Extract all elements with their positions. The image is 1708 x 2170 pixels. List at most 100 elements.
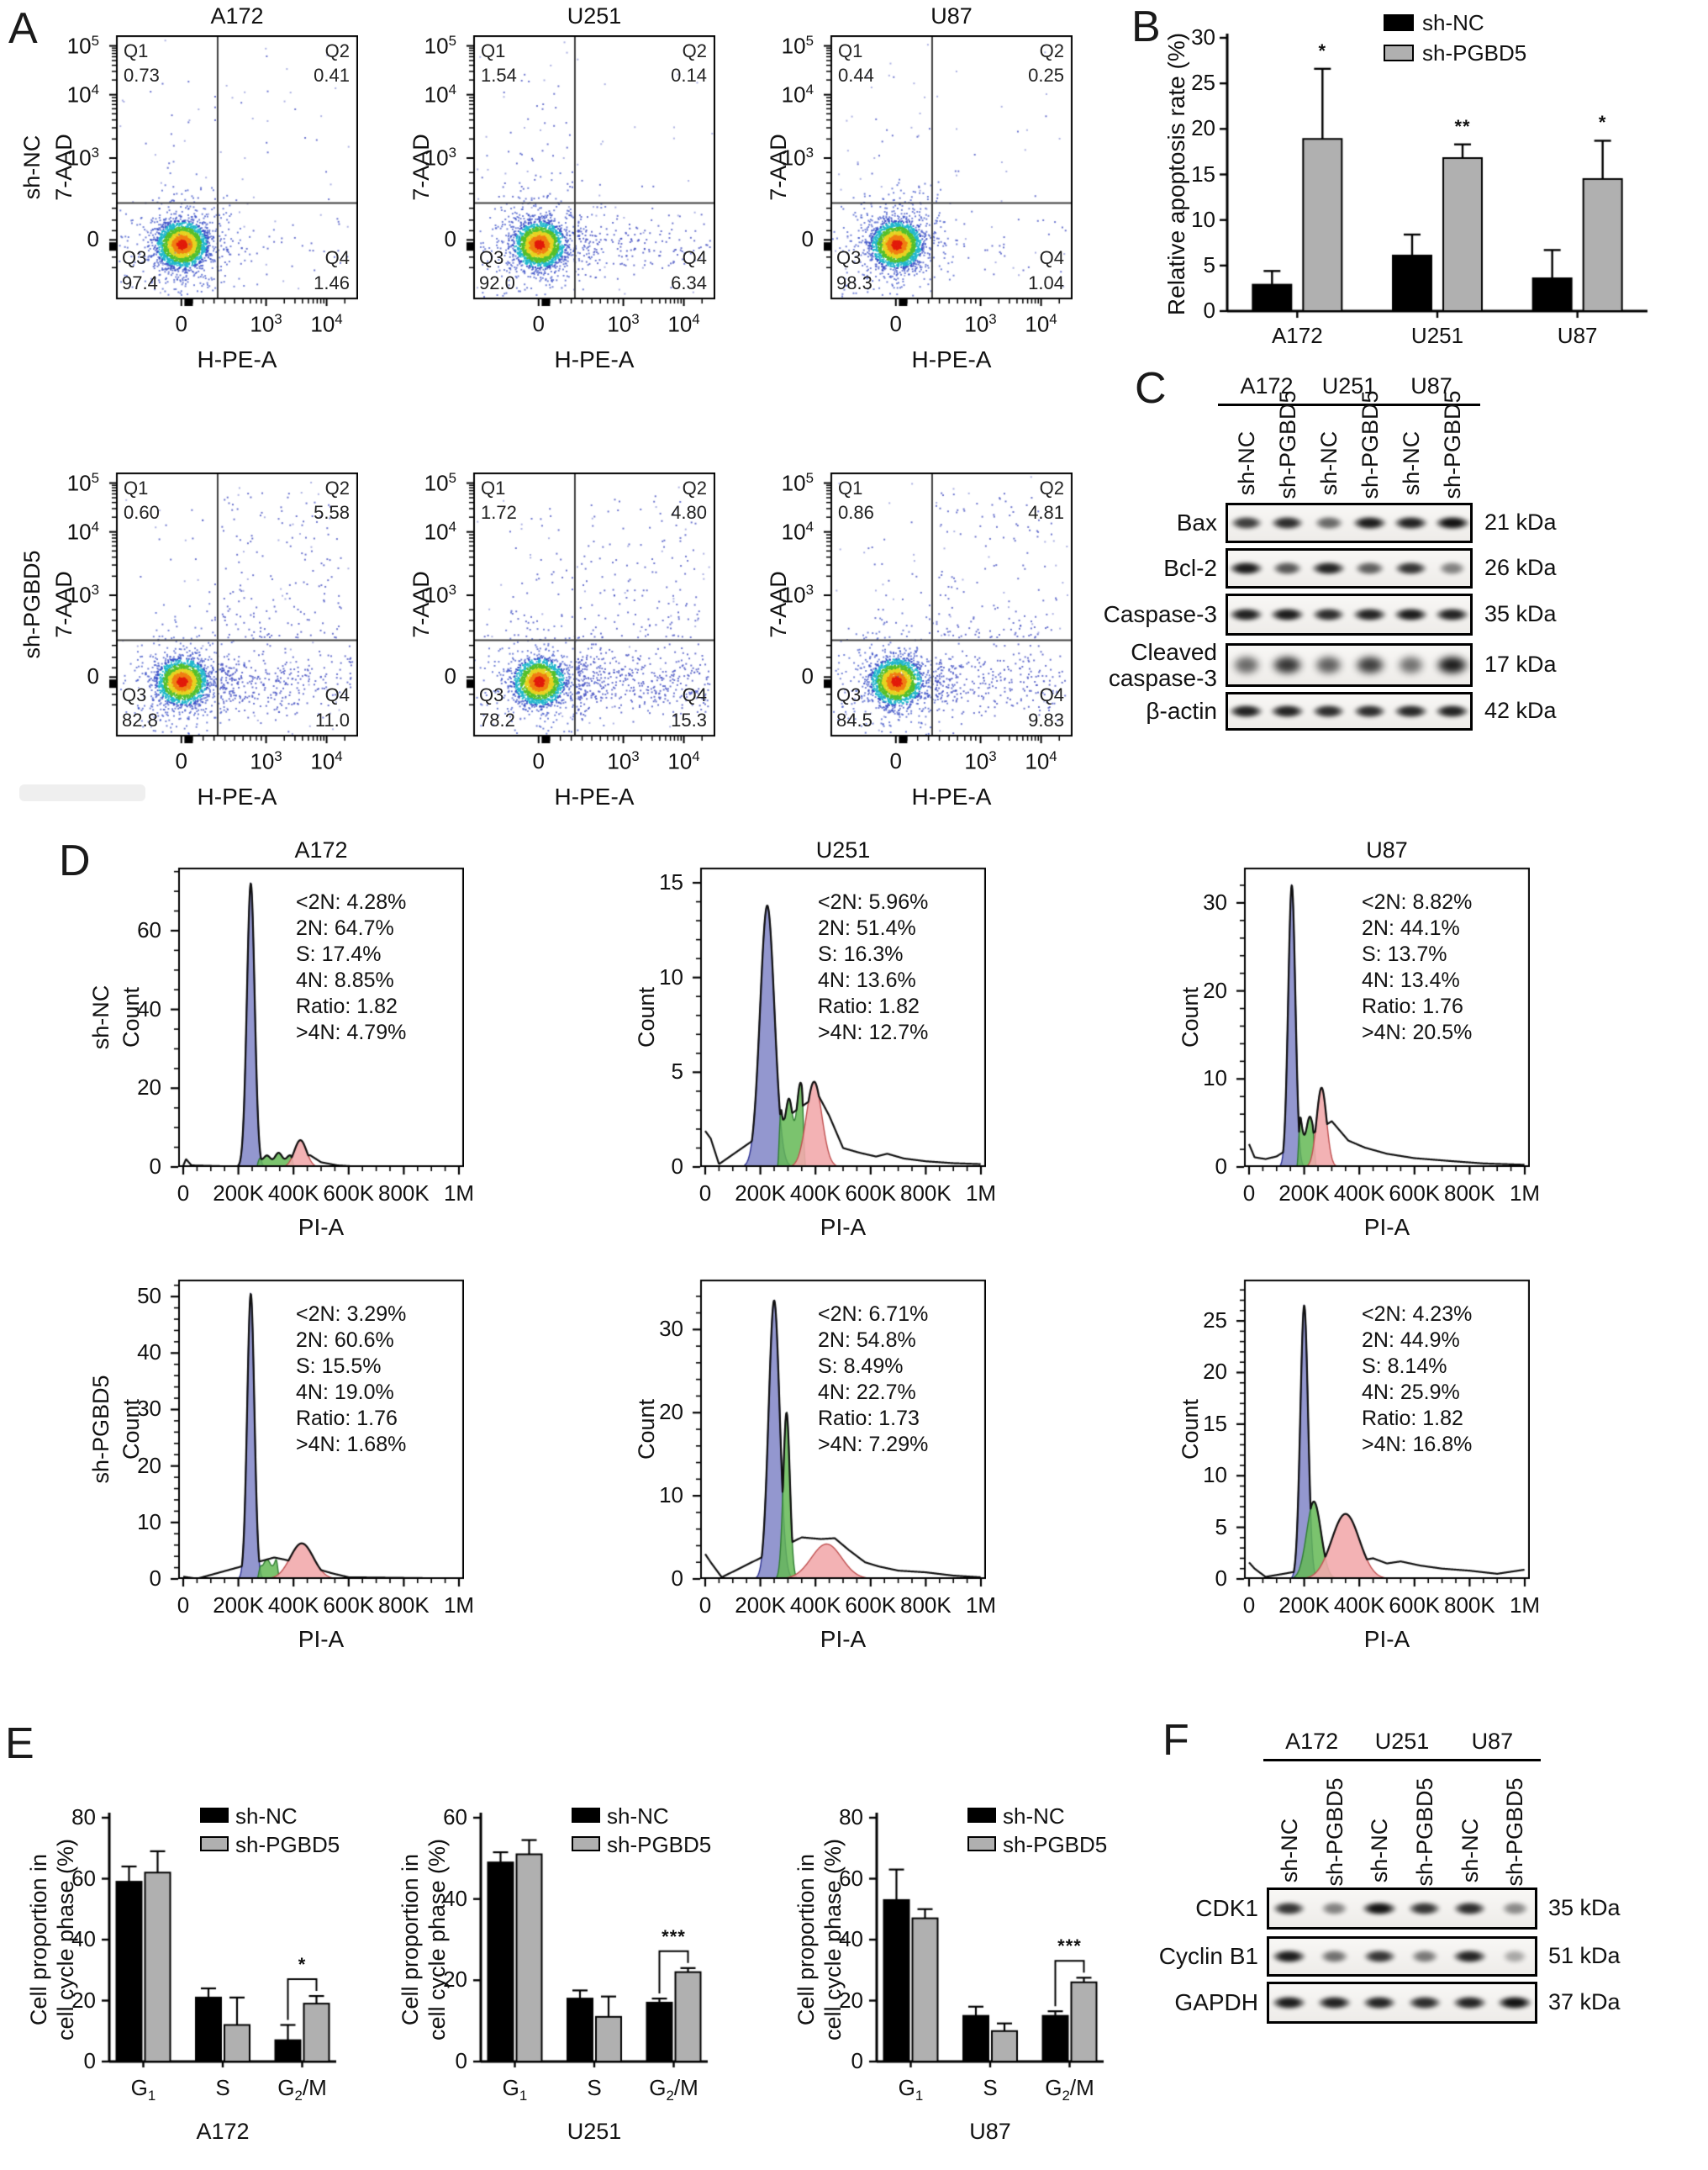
blot-group-title: U87: [1410, 373, 1452, 399]
hist-x-tick: 800K: [1444, 1180, 1495, 1206]
b-y-tick: 10: [1191, 206, 1215, 232]
hist-y-tick: 0: [1215, 1154, 1227, 1179]
quadrant-value: 78.2: [479, 710, 515, 731]
e-y-tick: 0: [455, 2048, 467, 2073]
quadrant-value: 92.0: [479, 272, 515, 293]
legend-swatch-sh-PGBD5: [967, 1836, 996, 1851]
quadrant-value: 6.34: [671, 272, 707, 293]
flow-x-tick: 0: [532, 311, 545, 336]
quadrant-label: Q2: [324, 478, 350, 499]
hist-x-tick: 800K: [900, 1592, 952, 1618]
flow-x-axis-label: H-PE-A: [911, 346, 992, 372]
quadrant-value: 98.3: [836, 272, 872, 293]
protein-band: [1312, 652, 1345, 678]
flow-x-tick: 103: [964, 748, 997, 774]
quadrant-label: Q3: [836, 247, 862, 268]
e-x-category: S: [215, 2075, 230, 2100]
blot-group-underline: [1218, 404, 1315, 406]
cycle-stats-line: >4N: 1.68%: [296, 1433, 407, 1456]
protein-band: [1226, 560, 1266, 577]
cycle-stats-line: <2N: 6.71%: [818, 1302, 929, 1326]
protein-band: [1495, 1994, 1535, 2011]
hist-x-tick: 800K: [378, 1180, 430, 1206]
flow-y-tick: 105: [781, 32, 814, 59]
flow-x-tick: 0: [175, 311, 187, 336]
protein-band: [1270, 560, 1305, 577]
quadrant-value: 0.14: [671, 65, 707, 86]
protein-band: [1268, 515, 1306, 531]
hist-y-tick: 0: [671, 1565, 683, 1591]
b-significance: *: [1318, 40, 1327, 61]
blot-protein-label: Bcl-2: [1163, 555, 1217, 581]
blot-row-β-actin: [1226, 692, 1473, 731]
cycle-stats-block: <2N: 5.96% 2N: 51.4% S: 16.3% 4N: 13.6% Rati…: [818, 890, 986, 1046]
cycle-stats-line: <2N: 4.23%: [1362, 1302, 1473, 1326]
protein-band: [1451, 1948, 1489, 1965]
quadrant-label: Q2: [1039, 40, 1064, 61]
hist-y-tick: 0: [671, 1154, 683, 1179]
flow-y-tick: 105: [781, 469, 814, 496]
hist-y-tick: 30: [1203, 889, 1227, 915]
hist-x-tick: 1M: [965, 1180, 997, 1206]
protein-band: [1432, 652, 1472, 678]
panel-e-label: E: [5, 1719, 34, 1768]
protein-band: [1269, 652, 1305, 678]
flow-x-tick: 103: [607, 311, 640, 337]
hist-y-tick: 15: [1203, 1410, 1227, 1436]
hist-y-tick: 40: [137, 1339, 161, 1365]
flow-x-tick: 104: [1025, 311, 1057, 337]
quadrant-label: Q4: [682, 247, 707, 268]
b-y-tick: 20: [1191, 115, 1215, 141]
flow-y-tick: 104: [66, 518, 99, 545]
protein-band: [1406, 1994, 1443, 2011]
hist-y-tick: 20: [1203, 977, 1227, 1003]
legend-label: sh-NC: [1422, 10, 1484, 35]
b-significance: *: [1598, 112, 1607, 134]
protein-band: [1315, 1994, 1353, 2011]
quadrant-label: Q1: [481, 40, 506, 61]
cycle-stats-line: >4N: 20.5%: [1362, 1021, 1473, 1044]
blot-kda-label: 21 kDa: [1484, 510, 1557, 535]
cycle-hist-canvas-U87-sh-PGBD5: [1232, 1276, 1530, 1594]
quadrant-label: Q1: [124, 478, 149, 499]
hist-x-tick: 0: [177, 1180, 190, 1206]
protein-band: [1409, 1948, 1441, 1965]
blot-group-underline: [1353, 1759, 1451, 1761]
cycle-stats-block: <2N: 4.28% 2N: 64.7% S: 17.4% 4N: 8.85% Rati…: [296, 890, 464, 1046]
hist-y-tick: 20: [1203, 1359, 1227, 1385]
protein-band: [1270, 1994, 1309, 2011]
legend-swatch-sh-NC: [1384, 14, 1414, 31]
cycle-stats-block: <2N: 6.71% 2N: 54.8% S: 8.49% 4N: 22.7% Rati…: [818, 1301, 986, 1458]
blot-kda-label: 35 kDa: [1548, 1895, 1621, 1920]
cycle-stats-line: Ratio: 1.82: [818, 995, 920, 1018]
flow-x-tick: 104: [667, 748, 700, 774]
hist-x-tick: 1M: [1509, 1180, 1541, 1206]
e-x-category: G1: [898, 2075, 924, 2104]
protein-band: [1451, 1994, 1489, 2011]
scan-artifact: [19, 784, 145, 801]
e-y-tick: 40: [839, 1926, 863, 1951]
hist-y-tick: 0: [149, 1154, 161, 1179]
cycle-hist-canvas-U251-sh-NC: [688, 864, 986, 1182]
apoptosis-bar-chart-canvas: [1207, 21, 1686, 324]
e-y-tick: 80: [839, 1804, 863, 1829]
blot-row-CDK1: [1267, 1888, 1537, 1930]
e-x-category: S: [587, 2075, 602, 2100]
flow-x-tick: 104: [1025, 748, 1057, 774]
blot-row-GAPDH: [1267, 1982, 1537, 2024]
legend-swatch-sh-NC: [200, 1808, 229, 1823]
quadrant-label: Q3: [479, 684, 504, 705]
protein-band: [1319, 1900, 1350, 1917]
cycle-stats-line: <2N: 5.96%: [818, 890, 929, 914]
hist-y-tick: 5: [1215, 1513, 1227, 1539]
protein-band: [1351, 606, 1389, 623]
blot-kda-label: 17 kDa: [1484, 652, 1557, 677]
b-significance: **: [1454, 115, 1471, 137]
hist-x-tick: 400K: [789, 1592, 841, 1618]
cycle-stats-block: <2N: 4.23% 2N: 44.9% S: 8.14% 4N: 25.9% Rati…: [1362, 1301, 1530, 1458]
hist-x-axis-label: PI-A: [820, 1214, 867, 1240]
e-y-tick: 20: [839, 1987, 863, 2013]
flow-plot-canvas-U251-sh-NC: [461, 35, 715, 311]
